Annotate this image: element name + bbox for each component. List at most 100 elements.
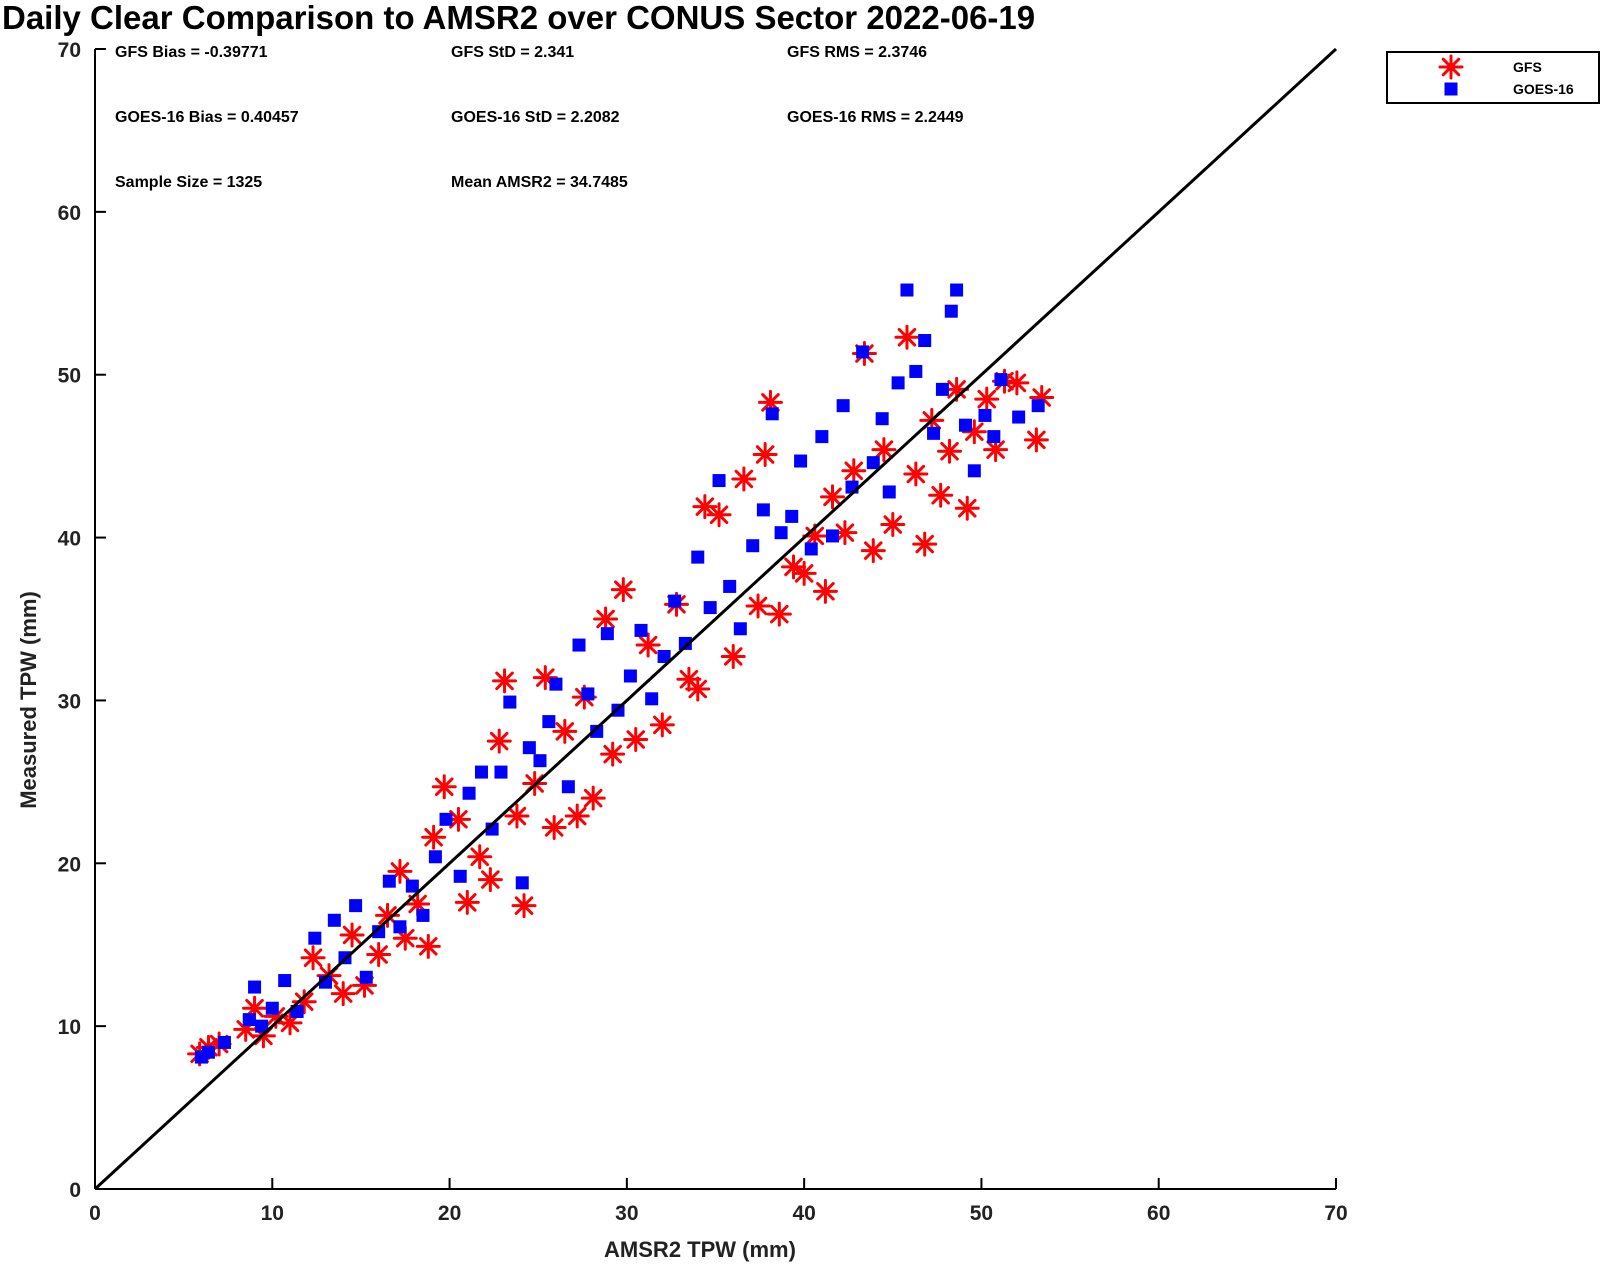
goes16-point	[503, 695, 517, 709]
gfs-point	[387, 858, 413, 884]
goes16-point	[836, 399, 850, 413]
goes16-point	[515, 876, 529, 890]
y-tick-label: 0	[69, 1179, 81, 1202]
gfs-point	[1023, 427, 1049, 453]
stat-text: Sample Size = 1325	[115, 174, 262, 191]
gfs-point	[541, 814, 567, 840]
gfs-point	[812, 578, 838, 604]
gfs-point	[467, 844, 493, 870]
goes16-point	[958, 418, 972, 432]
x-tick-label: 40	[792, 1202, 815, 1225]
y-tick-label: 40	[58, 528, 81, 551]
gfs-point	[580, 785, 606, 811]
goes16-point	[891, 376, 905, 390]
goes16-point	[453, 869, 467, 883]
gfs-point	[339, 922, 365, 948]
gfs-point	[445, 806, 471, 832]
goes16-point	[494, 765, 508, 779]
goes16-point	[733, 622, 747, 636]
goes16-point	[405, 879, 419, 893]
gfs-point	[486, 728, 512, 754]
goes16-point	[712, 474, 726, 488]
gfs-point	[511, 893, 537, 919]
gfs-point	[692, 494, 718, 520]
y-tick-label: 60	[58, 202, 81, 225]
goes16-point	[774, 526, 788, 540]
goes16-point	[967, 464, 981, 478]
stat-text: GOES-16 Bias = 0.40457	[115, 109, 299, 126]
goes16-point	[561, 780, 575, 794]
reference-line	[93, 47, 1338, 1191]
x-tick-label: 50	[970, 1202, 993, 1225]
legend-box	[1386, 51, 1600, 104]
gfs-point	[610, 577, 636, 603]
goes16-point	[987, 430, 1001, 444]
goes16-point	[856, 345, 870, 359]
gfs-point	[593, 606, 619, 632]
goes16-point	[703, 601, 717, 615]
goes16-point	[542, 715, 556, 729]
y-axis-label: Measured TPW (mm)	[16, 591, 41, 809]
gfs-point	[649, 712, 675, 738]
gfs-point	[454, 889, 480, 915]
goes16-point	[1012, 410, 1026, 424]
legend-goes16-marker	[1444, 82, 1458, 96]
gfs-point	[330, 981, 356, 1007]
goes16-point	[882, 485, 896, 499]
gfs-point	[623, 727, 649, 753]
goes16-point	[668, 594, 682, 608]
stat-text: GFS StD = 2.341	[451, 44, 574, 61]
goes16-point	[657, 649, 671, 663]
gfs-point	[706, 502, 732, 528]
stat-text: GFS RMS = 2.3746	[787, 44, 927, 61]
gfs-point	[903, 461, 929, 487]
goes16-point	[382, 874, 396, 888]
goes16-point	[950, 283, 964, 297]
gfs-point	[300, 945, 326, 971]
x-tick-label: 30	[615, 1202, 638, 1225]
gfs-point	[635, 632, 661, 658]
goes16-point	[746, 539, 760, 553]
x-tick-label: 70	[1324, 1202, 1347, 1225]
x-tick-label: 0	[89, 1202, 101, 1225]
gfs-point	[894, 324, 920, 350]
gfs-point	[1004, 370, 1030, 396]
gfs-point	[820, 484, 846, 510]
goes16-point	[327, 913, 341, 927]
y-tick-label: 70	[58, 39, 81, 62]
goes16-point	[900, 283, 914, 297]
gfs-point	[752, 442, 778, 468]
legend-goes16-label: GOES-16	[1513, 81, 1574, 97]
y-tick-label: 30	[58, 690, 81, 713]
y-tick-label: 50	[58, 365, 81, 388]
goes16-point	[581, 687, 595, 701]
gfs-point	[720, 643, 746, 669]
goes16-point	[372, 925, 386, 939]
gfs-point	[791, 560, 817, 586]
goes16-point	[474, 765, 488, 779]
goes16-point	[439, 812, 453, 826]
goes16-point	[909, 364, 923, 378]
gfs-point	[841, 458, 867, 484]
goes16-point	[794, 454, 808, 468]
gfs-point	[928, 482, 954, 508]
gfs-point	[731, 466, 757, 492]
legend-gfs-marker	[1438, 54, 1464, 80]
gfs-point	[912, 531, 938, 557]
goes16-point	[634, 623, 648, 637]
goes16-point	[416, 908, 430, 922]
chart-title: Daily Clear Comparison to AMSR2 over CON…	[2, 0, 1035, 36]
goes16-point	[393, 920, 407, 934]
goes16-point	[201, 1045, 215, 1059]
gfs-point	[832, 520, 858, 546]
goes16-point	[978, 408, 992, 422]
goes16-point	[723, 579, 737, 593]
goes16-point	[866, 456, 880, 470]
goes16-point	[935, 382, 949, 396]
goes16-point	[623, 669, 637, 683]
stats-annotations: GFS Bias = -0.39771 GFS StD = 2.341 GFS RM…	[115, 44, 964, 191]
goes16-point	[927, 426, 941, 440]
gfs-point	[871, 437, 897, 463]
x-axis-label: AMSR2 TPW (mm)	[604, 1237, 796, 1262]
goes16-point	[826, 529, 840, 543]
